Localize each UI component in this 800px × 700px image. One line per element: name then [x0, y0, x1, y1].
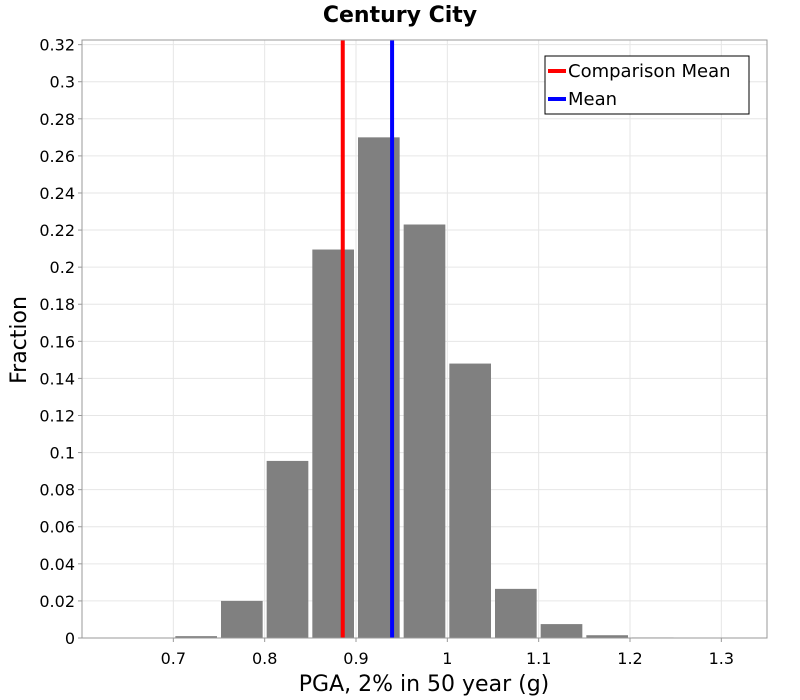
y-tick-label-6: 0.12 — [39, 406, 75, 425]
x-tick-label-1: 0.8 — [252, 649, 277, 668]
y-axis-label: Fraction — [7, 296, 32, 384]
histogram-bars — [175, 137, 674, 639]
histogram-bar-2 — [266, 460, 309, 638]
x-tick-label-2: 0.9 — [343, 649, 368, 668]
x-tick-label-3: 1 — [442, 649, 452, 668]
histogram-bar-1 — [221, 600, 263, 638]
mean-lines — [340, 40, 395, 638]
y-tick-label-2: 0.04 — [39, 555, 75, 574]
y-tick-label-7: 0.14 — [39, 369, 75, 388]
legend-box — [544, 55, 750, 115]
x-axis-ticks: 0.7 0.8 0.9 1 1.1 1.2 1.3 — [161, 638, 734, 668]
histogram-bar-3 — [312, 249, 354, 638]
y-axis-ticks: 0 0.02 0.04 0.06 0.08 0.1 0.12 0.14 0.16 0.18 0.2 0… — [39, 36, 82, 648]
y-tick-label-4: 0.08 — [39, 481, 75, 500]
histogram-bar-8 — [540, 624, 583, 638]
histogram-bar-5 — [403, 224, 446, 639]
legend: Comparison Mean Mean — [544, 55, 750, 115]
x-tick-label-4: 1.1 — [526, 649, 551, 668]
y-tick-label-11: 0.22 — [39, 221, 75, 240]
y-tick-label-10: 0.2 — [50, 258, 75, 277]
y-tick-label-0: 0 — [65, 629, 75, 648]
y-tick-label-13: 0.26 — [39, 147, 75, 166]
y-tick-label-14: 0.28 — [39, 110, 75, 129]
histogram-bar-0 — [175, 636, 217, 638]
histogram-bar-7 — [495, 588, 537, 638]
x-tick-label-5: 1.2 — [617, 649, 642, 668]
y-tick-label-16: 0.32 — [39, 36, 75, 55]
y-tick-label-1: 0.02 — [39, 592, 75, 611]
plot-frame — [81, 39, 768, 639]
y-tick-label-5: 0.1 — [50, 444, 75, 463]
histogram-bar-6 — [449, 363, 491, 638]
x-tick-label-6: 1.3 — [709, 649, 734, 668]
y-tick-label-9: 0.18 — [39, 295, 75, 314]
y-tick-label-15: 0.3 — [50, 73, 75, 92]
y-tick-label-3: 0.06 — [39, 518, 75, 537]
histogram-bar-9 — [586, 635, 628, 638]
y-tick-label-8: 0.16 — [39, 332, 75, 351]
legend-label-mean: Mean — [568, 89, 617, 110]
chart-title: Century City — [323, 3, 477, 28]
x-tick-label-0: 0.7 — [161, 649, 186, 668]
legend-label-comparison-mean: Comparison Mean — [568, 61, 731, 82]
y-tick-label-12: 0.24 — [39, 184, 75, 203]
x-axis-label: PGA, 2% in 50 year (g) — [299, 672, 550, 697]
